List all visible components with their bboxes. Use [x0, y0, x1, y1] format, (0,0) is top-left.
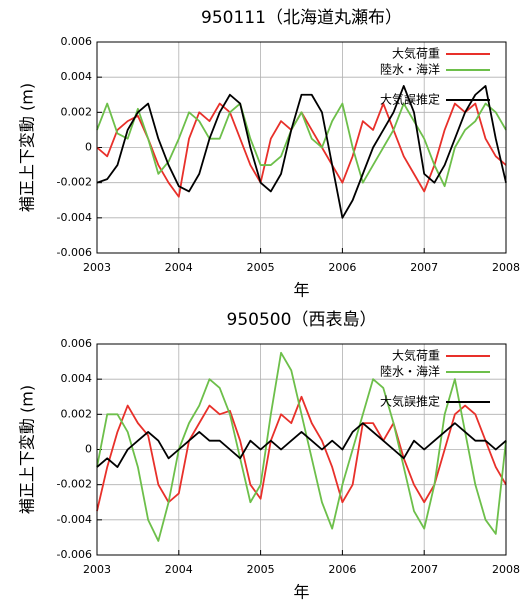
chart-title: 950111（北海道丸瀬布）: [201, 8, 402, 28]
x-tick-label: 2004: [165, 563, 193, 576]
x-axis-label: 年: [293, 583, 309, 601]
series-line: [96, 351, 507, 542]
legend-label: 陸水・海洋: [380, 364, 440, 379]
y-tick-label: -0.004: [57, 211, 92, 224]
x-tick-label: 2003: [83, 261, 111, 274]
y-tick-label: -0.006: [57, 548, 92, 561]
x-tick-label: 2007: [410, 563, 438, 576]
y-tick-label: -0.002: [57, 176, 92, 189]
x-tick-label: 2005: [247, 563, 275, 576]
y-tick-label: 0.006: [61, 35, 93, 48]
y-tick-label: 0: [85, 141, 92, 154]
x-tick-label: 2003: [83, 563, 111, 576]
x-tick-label: 2006: [328, 261, 356, 274]
y-tick-label: -0.004: [57, 513, 92, 526]
y-tick-label: 0.002: [61, 407, 93, 420]
series-line: [96, 395, 507, 512]
plot-frame: [96, 343, 507, 556]
x-axis-label: 年: [293, 281, 309, 300]
y-tick-label: 0.004: [61, 372, 93, 385]
chart-title: 950500（西表島）: [227, 310, 377, 330]
plot-frame: [96, 41, 507, 254]
x-tick-label: 2008: [492, 261, 520, 274]
x-tick-label: 2004: [165, 261, 193, 274]
legend-label: 大気誤推定: [380, 92, 440, 107]
x-tick-label: 2006: [328, 563, 356, 576]
x-tick-label: 2007: [410, 261, 438, 274]
y-tick-label: 0: [85, 443, 92, 456]
series-line: [96, 422, 507, 468]
y-tick-label: -0.006: [57, 246, 92, 259]
y-tick-label: 0.006: [61, 337, 93, 350]
x-tick-label: 2005: [247, 261, 275, 274]
legend-label: 大気誤推定: [380, 394, 440, 409]
legend-label: 陸水・海洋: [380, 62, 440, 77]
x-tick-label: 2008: [492, 563, 520, 576]
series-line: [96, 102, 507, 188]
y-tick-label: -0.002: [57, 478, 92, 491]
legend-label: 大気荷重: [392, 46, 440, 61]
legend-label: 大気荷重: [392, 348, 440, 363]
y-tick-label: 0.004: [61, 70, 93, 83]
y-axis-label: 補正上下変動 (m): [18, 385, 37, 514]
y-tick-label: 0.002: [61, 105, 93, 118]
y-axis-label: 補正上下変動 (m): [18, 83, 37, 212]
series-line: [96, 85, 507, 219]
